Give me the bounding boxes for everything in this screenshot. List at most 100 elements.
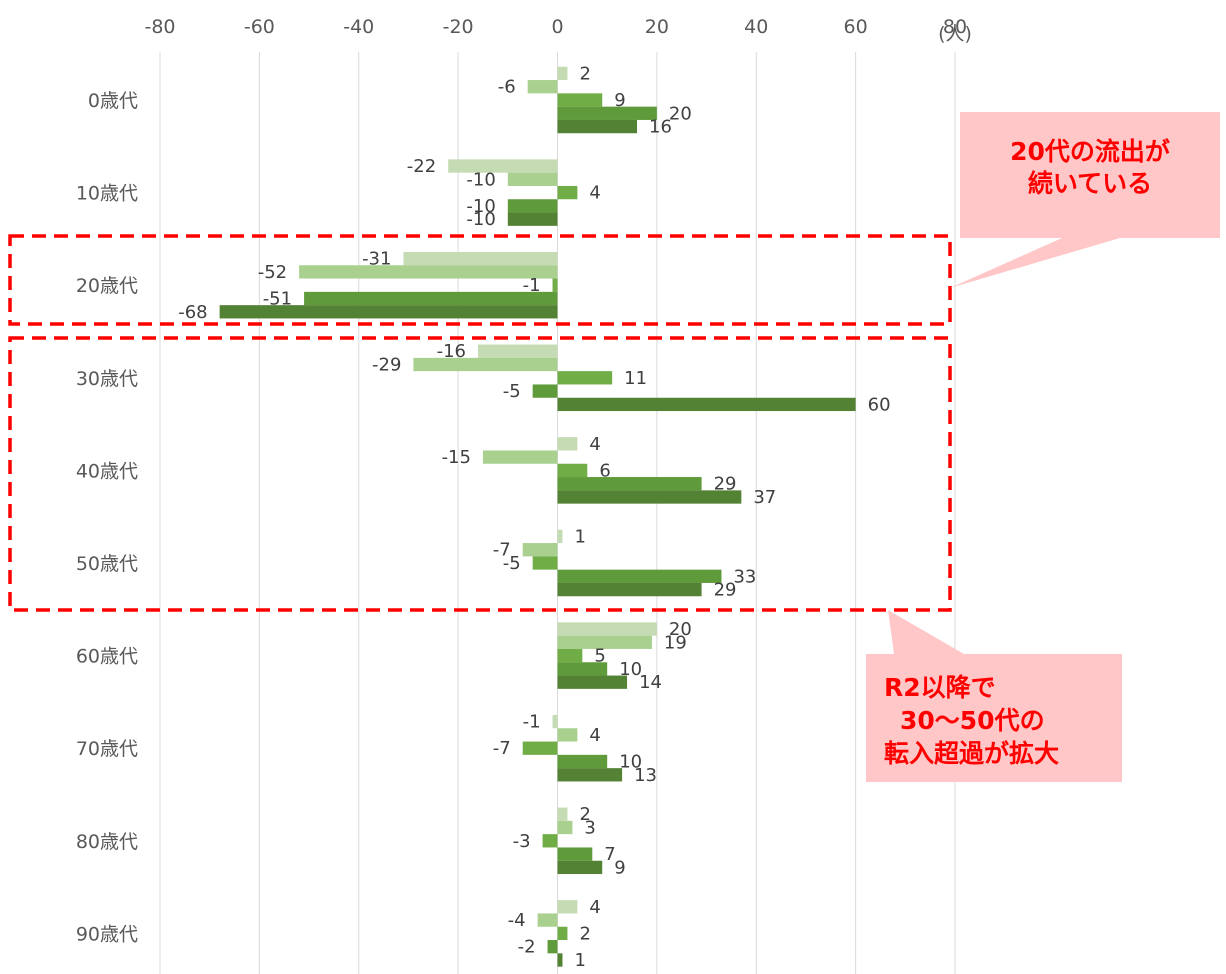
bar [219,305,558,319]
data-label: 1 [574,526,585,547]
data-label: 1 [574,950,585,971]
bar [557,490,742,504]
data-label: 9 [614,857,625,878]
highlight-frames [8,234,952,612]
bar [557,185,578,200]
bar [522,741,558,755]
bar [557,675,628,689]
data-label: -16 [437,341,466,362]
category-label: 10歳代 [76,183,138,205]
x-tick-label: 40 [744,16,768,38]
bar [557,635,652,649]
data-label: 37 [753,487,776,508]
highlight-frame-30s-50s [8,336,952,612]
category-label: 70歳代 [76,738,138,760]
bar [557,900,578,914]
data-label: -6 [498,77,516,98]
bar [557,371,613,385]
data-label: -3 [513,831,531,852]
bar [557,820,573,835]
x-tick-label: -60 [244,16,275,38]
data-label: 2 [579,804,590,825]
callout-text: 転入超過が拡大 [884,739,1059,768]
x-tick-label: 60 [844,16,868,38]
callout-text: 続いている [1028,169,1152,198]
data-label: 2 [579,923,590,944]
unit-label: (人) [938,23,972,45]
bar [299,265,558,279]
data-label: -68 [178,302,207,323]
callout-text: R2以降で [884,673,996,702]
data-label: 4 [589,434,600,455]
bar [557,397,856,412]
data-label: 29 [714,580,737,601]
bar [552,278,558,292]
data-label: -5 [503,553,521,574]
x-axis-ticks: -80 -60 -40 -20 0 20 40 60 80 [144,16,967,38]
bar [403,251,558,266]
bar [478,344,558,358]
category-label: 30歳代 [76,368,138,390]
data-label: -7 [493,738,511,759]
bar [557,529,563,544]
callout-box [960,112,1220,238]
bar [532,556,558,570]
bar [507,172,558,186]
data-label: -15 [442,447,471,468]
data-label: 10 [619,659,642,680]
category-label: 20歳代 [76,275,138,297]
data-label: 14 [639,672,662,693]
bar [557,754,608,769]
bar [557,66,568,81]
bar [557,847,593,861]
data-label: -31 [362,249,391,270]
bar [557,463,588,478]
bar [557,860,603,875]
callout-text: 20代の流出が [1010,137,1170,166]
data-label: -22 [407,156,436,177]
data-label: 3 [584,818,595,839]
bar [552,714,558,729]
x-tick-label: -40 [343,16,374,38]
data-label: 10 [619,752,642,773]
data-label: 9 [614,90,625,111]
category-label: 60歳代 [76,646,138,668]
data-label: 33 [733,566,756,587]
bar [557,926,568,941]
bar [557,582,702,597]
data-label: 29 [714,474,737,495]
x-tick-label: -20 [443,16,474,38]
category-labels: 0歳代 10歳代 20歳代 30歳代 40歳代 50歳代 60歳代 70歳代 80歳代 90歳代 [76,90,138,945]
data-label: -29 [372,355,401,376]
data-label: -1 [523,275,541,296]
data-label: 19 [664,632,687,653]
x-tick-label: 20 [645,16,669,38]
data-label: 20 [669,619,692,640]
data-label: 16 [649,117,672,138]
bar [448,159,558,173]
bar [557,477,702,491]
bar [557,622,657,636]
bar [413,357,558,372]
bar [304,291,558,306]
callout-pointer [888,610,964,654]
bar [557,437,578,451]
data-label: -51 [263,289,292,310]
bar [557,807,568,821]
x-tick-label: 80 [943,16,967,38]
bar [557,728,578,742]
bar [482,450,558,464]
bar [532,384,558,398]
category-label: 40歳代 [76,460,138,482]
data-label: -7 [493,540,511,561]
bar [537,913,558,927]
data-label: 7 [604,844,615,865]
bar [557,93,603,107]
callout-box [866,654,1122,782]
data-label: 60 [868,394,891,415]
data-label: 13 [634,765,657,786]
data-label: -52 [258,262,287,283]
